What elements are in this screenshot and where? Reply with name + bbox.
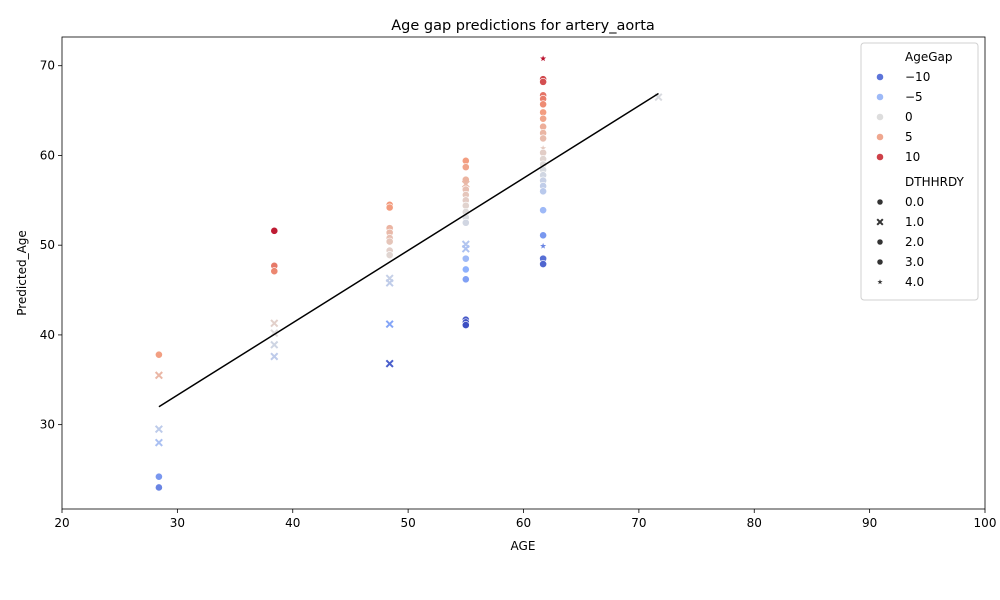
data-point (270, 226, 279, 235)
x-tick-label: 20 (54, 516, 69, 530)
data-point (461, 244, 470, 253)
legend-hue-marker (876, 133, 884, 141)
data-point (539, 187, 548, 196)
y-tick-label: 30 (40, 418, 55, 432)
data-point (154, 371, 163, 380)
legend-style-marker (876, 218, 884, 226)
x-tick-label: 100 (974, 516, 997, 530)
data-point (461, 163, 470, 172)
data-point (270, 319, 279, 328)
data-point (461, 218, 470, 227)
data-point (155, 350, 163, 359)
data-point (539, 77, 548, 86)
data-point (539, 206, 548, 215)
legend-box (860, 42, 979, 301)
data-point (154, 425, 163, 434)
y-tick-label: 40 (40, 328, 55, 342)
x-tick-label: 90 (862, 516, 877, 530)
legend-style-marker (876, 238, 884, 246)
x-tick-label: 50 (400, 516, 415, 530)
chart-title: Age gap predictions for artery_aorta (391, 18, 655, 34)
legend-style-label: 4.0 (905, 275, 924, 289)
data-point (385, 237, 394, 246)
legend-hue-label: 0 (905, 110, 913, 124)
data-point (154, 438, 163, 447)
data-point (539, 100, 548, 109)
data-point (385, 320, 394, 329)
legend-style-title: DTHHRDY (905, 175, 965, 189)
x-tick-label: 70 (631, 516, 646, 530)
legend-style-marker (876, 198, 884, 206)
data-point (385, 359, 394, 368)
legend-style-label: 3.0 (905, 255, 924, 269)
data-point (155, 472, 163, 481)
legend-style-label: 1.0 (905, 215, 924, 229)
legend-style-marker (876, 258, 884, 266)
data-point (461, 265, 470, 274)
data-point (270, 340, 279, 349)
data-point (385, 251, 394, 259)
legend-hue-marker (876, 153, 884, 161)
y-axis: 30 40 50 60 70 (40, 59, 62, 432)
x-axis: 20 30 40 50 60 70 80 90 100 (54, 509, 996, 530)
x-tick-label: 30 (170, 516, 185, 530)
data-point (385, 278, 394, 287)
data-point (540, 55, 547, 62)
legend-hue-label: 5 (905, 130, 913, 144)
data-point (461, 254, 470, 263)
legend-hue-title: AgeGap (905, 50, 952, 64)
y-tick-label: 70 (40, 59, 55, 73)
data-point (461, 321, 470, 329)
data-point (539, 231, 548, 240)
data-point (270, 267, 279, 276)
data-point (155, 483, 163, 492)
x-axis-label: AGE (511, 539, 536, 553)
data-point (540, 145, 547, 151)
fit-line (158, 92, 659, 408)
data-point (540, 242, 547, 249)
legend-hue-marker (876, 93, 884, 101)
legend-style-marker (877, 279, 883, 285)
legend-hue-label: −5 (905, 90, 923, 104)
x-tick-label: 60 (516, 516, 531, 530)
x-tick-label: 40 (285, 516, 300, 530)
x-tick-label: 80 (747, 516, 762, 530)
data-point (385, 203, 394, 212)
y-axis-label: Predicted_Age (15, 230, 29, 316)
data-point (270, 352, 279, 361)
legend-hue-marker (876, 113, 884, 121)
y-tick-label: 60 (40, 148, 55, 162)
data-point (539, 260, 548, 268)
plot-area (62, 37, 985, 509)
legend-hue-marker (876, 73, 884, 81)
legend-hue-label: 10 (905, 150, 920, 164)
data-point (539, 134, 548, 143)
data-point (539, 114, 548, 123)
data-point (461, 275, 470, 284)
legend-hue-label: −10 (905, 70, 930, 84)
legend: AgeGap DTHHRDY −10 −5 0 5 10 0.0 1.0 2.0 3.0 4.0 (860, 42, 979, 301)
legend-style-label: 0.0 (905, 195, 924, 209)
legend-style-label: 2.0 (905, 235, 924, 249)
data-points (154, 55, 663, 492)
y-tick-label: 50 (40, 238, 55, 252)
